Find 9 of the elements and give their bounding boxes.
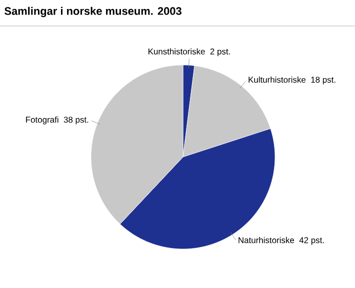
slice-label: Fotografi <box>26 116 58 124</box>
data-label: 42 pst. <box>299 237 324 245</box>
data-label: 2 pst. <box>210 48 230 56</box>
data-label: 18 pst. <box>311 76 336 84</box>
data-label: 38 pst. <box>64 116 88 124</box>
chart-title: Samlingar i norske museum. 2003 <box>4 6 182 18</box>
slice-label: Kulturhistoriske <box>248 76 306 83</box>
slice-label: Naturhistoriske <box>238 236 294 244</box>
slice-label: Kunsthistoriske <box>148 48 205 54</box>
